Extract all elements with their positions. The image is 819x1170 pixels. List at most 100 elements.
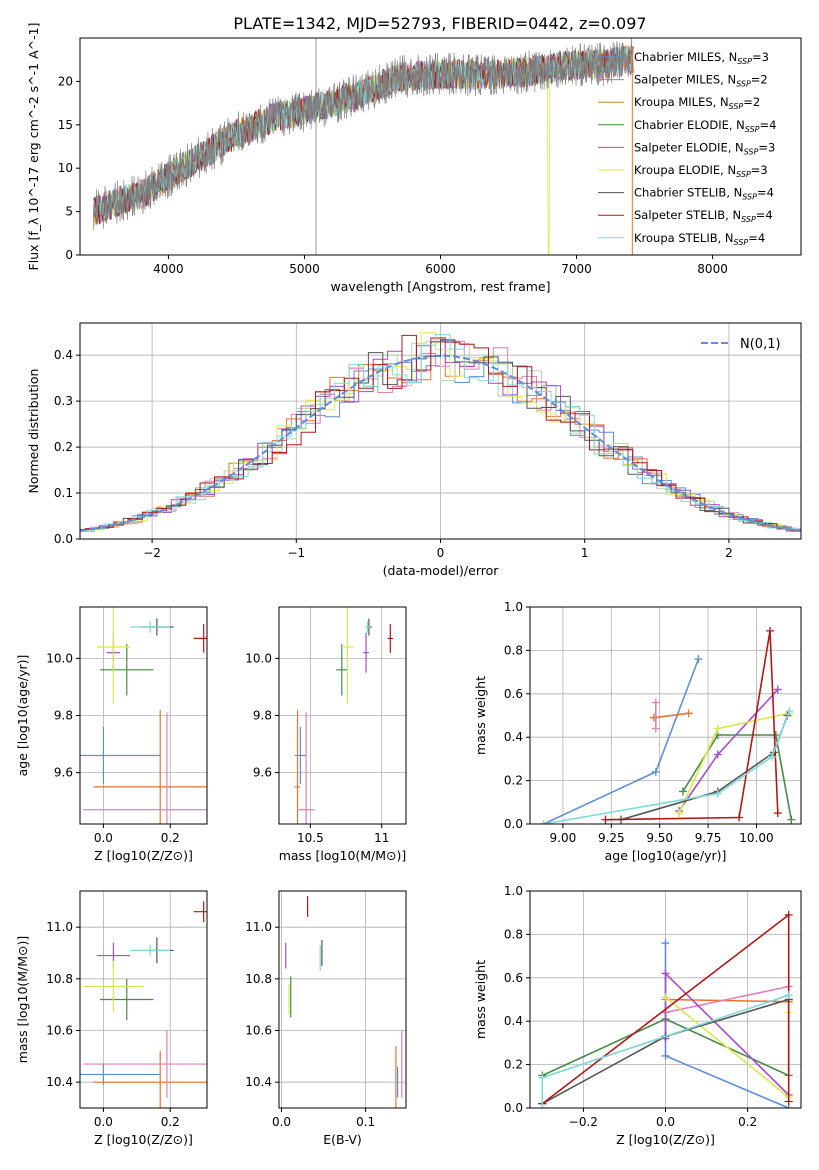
errorbar-point xyxy=(93,709,207,824)
errorbar-point xyxy=(193,624,207,653)
x-tick-label: 0.0 xyxy=(94,1115,113,1129)
x-tick-label: 11 xyxy=(374,831,389,845)
series-line xyxy=(664,943,790,1108)
y-axis-label: age [log10(age/yr)] xyxy=(15,655,30,777)
errorbar-point xyxy=(387,624,394,653)
panel-mass_vs_Z: 0.0 0.2 10.4 10.6 10.8 11.0 Z [log10(Z/Z⊙)] mas… xyxy=(15,890,208,1147)
x-tick-label: 5000 xyxy=(289,262,320,276)
series-marker xyxy=(773,685,782,694)
x-tick-label: 0.2 xyxy=(161,831,180,845)
legend-label: Kroupa STELIB, NSSP=4 xyxy=(634,231,765,247)
histogram-line xyxy=(84,334,801,532)
x-tick-label: 9.50 xyxy=(646,831,673,845)
data-spectrum-line xyxy=(93,38,634,230)
plot-area xyxy=(93,38,634,255)
errorbar-point xyxy=(341,607,354,705)
x-tick-label: 0.0 xyxy=(94,831,113,845)
normal-curve-line xyxy=(80,354,801,532)
y-tick-label: 15 xyxy=(58,118,73,132)
x-tick-label: 0.2 xyxy=(161,1115,180,1129)
errorbar-point xyxy=(363,632,369,673)
y-tick-label: 10 xyxy=(58,161,73,175)
series-marker xyxy=(651,767,660,776)
x-tick-label: 7000 xyxy=(561,262,592,276)
series-marker xyxy=(651,724,660,733)
series-line xyxy=(605,630,779,821)
y-tick-label: 0.6 xyxy=(504,971,523,985)
weight-series xyxy=(601,626,782,824)
plot-area xyxy=(80,607,207,824)
x-tick-label: 9.00 xyxy=(550,831,577,845)
y-tick-label: 0.2 xyxy=(504,774,523,788)
y-tick-label: 0.2 xyxy=(54,440,73,454)
y-tick-label: 20 xyxy=(58,74,73,88)
plot-area xyxy=(539,626,796,824)
legend-label: Kroupa MILES, NSSP=2 xyxy=(634,95,760,111)
y-tick-label: 11.0 xyxy=(245,920,272,934)
errorbar-point xyxy=(83,1030,207,1098)
series-line xyxy=(543,658,700,824)
y-tick-label: 10.0 xyxy=(245,651,272,665)
x-axis-label: Z [log10(Z/Z⊙)] xyxy=(616,1132,715,1147)
series-marker xyxy=(784,1097,793,1106)
weight-series xyxy=(538,991,793,1108)
y-tick-label: 11.0 xyxy=(46,920,73,934)
errorbar-point xyxy=(80,726,161,785)
histogram-line xyxy=(89,332,801,532)
series-marker xyxy=(649,713,658,722)
y-tick-label: 0.0 xyxy=(54,532,73,546)
y-tick-label: 10.0 xyxy=(46,651,73,665)
errorbar-point xyxy=(80,1064,161,1085)
errorbar-point xyxy=(83,712,207,824)
x-axis-label: E(B-V) xyxy=(323,1132,362,1147)
series-marker xyxy=(767,752,776,761)
errorbar-point xyxy=(100,978,154,1021)
x-tick-label: −0.2 xyxy=(569,1115,598,1129)
series-marker xyxy=(538,1073,547,1082)
series-marker xyxy=(678,787,687,796)
y-tick-label: 0.1 xyxy=(54,486,73,500)
x-tick-label: 6000 xyxy=(425,262,456,276)
series-marker xyxy=(771,731,780,740)
x-tick-label: −2 xyxy=(143,546,161,560)
errorbar-point xyxy=(130,621,171,633)
series-marker xyxy=(661,939,670,948)
x-axis-label: Z [log10(Z/Z⊙)] xyxy=(94,848,193,863)
x-tick-label: 0 xyxy=(437,546,445,560)
y-tick-label: 0.0 xyxy=(504,1101,523,1115)
plot-area xyxy=(285,896,403,1108)
plot-area xyxy=(538,910,793,1108)
y-tick-label: 5 xyxy=(65,205,73,219)
series-marker xyxy=(713,724,722,733)
x-axis-label: (data-model)/error xyxy=(383,563,500,578)
errorbar-point xyxy=(96,607,131,705)
series-line xyxy=(678,688,779,812)
series-marker xyxy=(661,969,670,978)
series-marker xyxy=(713,789,722,798)
legend-label: Salpeter STELIB, NSSP=4 xyxy=(634,208,773,224)
y-tick-label: 9.8 xyxy=(54,709,73,723)
y-tick-label: 0.3 xyxy=(54,394,73,408)
y-axis-label: mass weight xyxy=(473,960,488,1039)
series-line xyxy=(620,715,789,821)
legend-label: Chabrier ELODIE, NSSP=4 xyxy=(634,118,776,134)
x-axis-label: mass [log10(M/M⊙)] xyxy=(279,848,407,863)
y-axis-label: Flux [f_λ 10^-17 erg cm^-2 s^-1 A^-1] xyxy=(26,23,41,271)
x-tick-label: 1 xyxy=(581,546,589,560)
axes-frame xyxy=(79,890,208,1109)
errorbar-point xyxy=(297,712,315,824)
plot-area xyxy=(80,901,207,1108)
series-marker xyxy=(675,809,684,818)
y-tick-label: 0.8 xyxy=(504,927,523,941)
weight-series xyxy=(675,685,782,815)
weight-series xyxy=(661,969,793,1099)
series-marker xyxy=(661,1051,670,1060)
y-tick-label: 10.8 xyxy=(245,972,272,986)
legend-label: Chabrier STELIB, NSSP=4 xyxy=(634,186,774,202)
x-tick-label: 10.00 xyxy=(739,831,773,845)
series-line xyxy=(664,971,790,1096)
x-tick-label: 9.75 xyxy=(695,831,722,845)
weight-series xyxy=(539,707,794,824)
legend-label: Kroupa ELODIE, NSSP=3 xyxy=(634,163,768,179)
